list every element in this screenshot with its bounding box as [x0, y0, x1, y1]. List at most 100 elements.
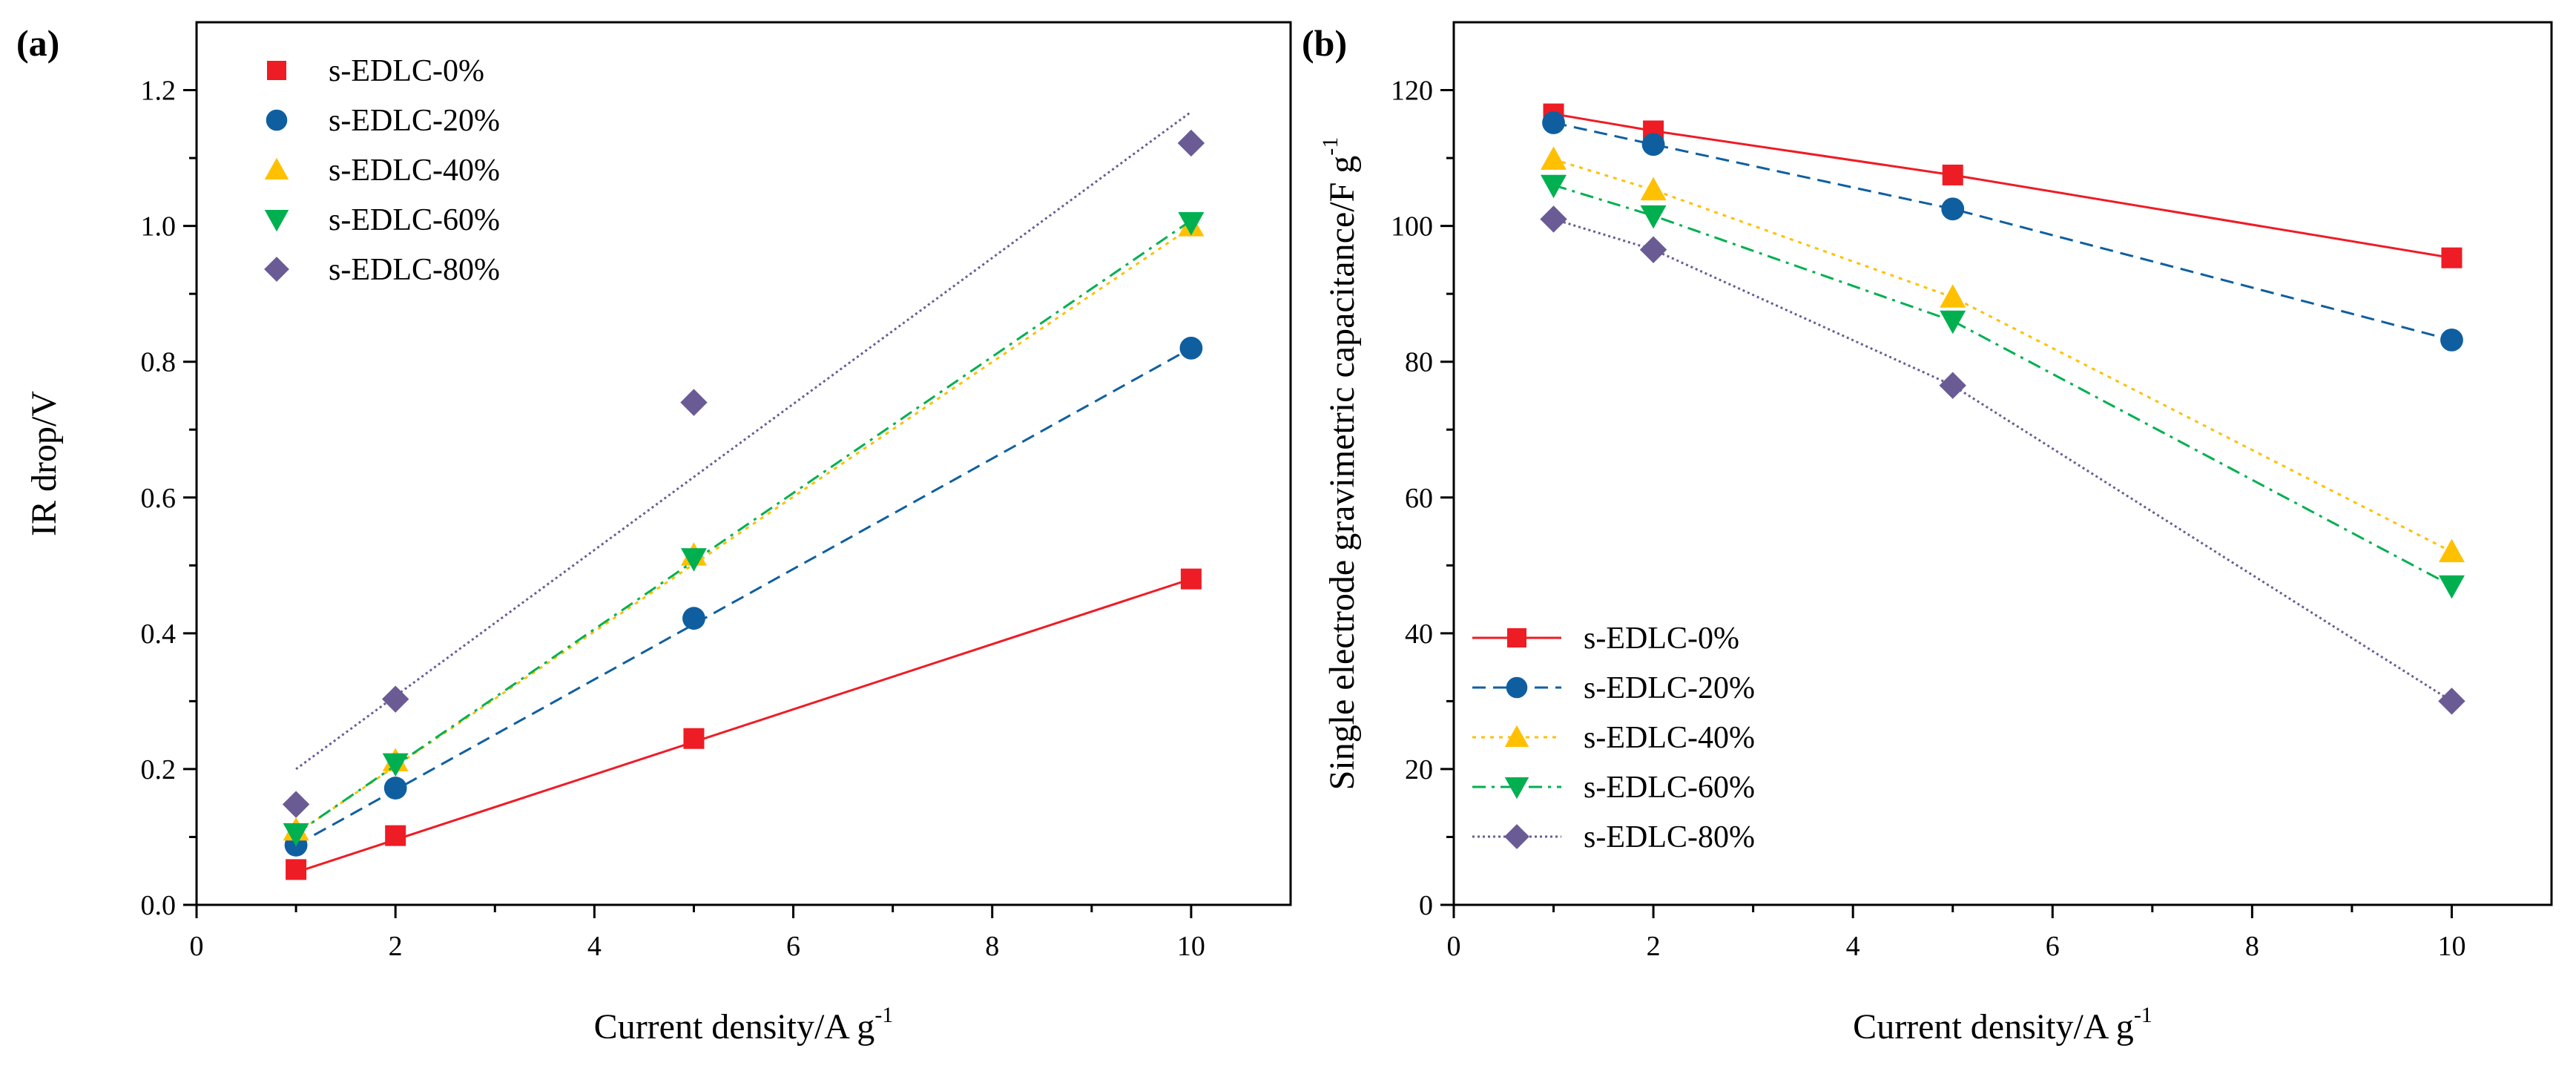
series-s-EDLC-80%	[1540, 205, 2465, 715]
x-tick-label: 0	[190, 931, 204, 962]
series-line	[1553, 122, 2452, 341]
data-point	[1542, 111, 1565, 134]
data-point	[382, 753, 409, 777]
data-point	[680, 548, 707, 572]
x-tick-label: 4	[587, 931, 602, 962]
legend-marker	[1504, 725, 1529, 747]
x-tick-label: 2	[389, 931, 403, 962]
data-point	[1940, 284, 1966, 308]
data-point	[282, 791, 310, 818]
series-line	[295, 220, 1192, 835]
legend-marker	[266, 109, 288, 131]
x-tick-label: 4	[1846, 931, 1860, 962]
legend-label: s-EDLC-80%	[329, 253, 500, 287]
legend-marker	[264, 257, 289, 282]
plot-frame	[195, 21, 1292, 906]
legend-label: s-EDLC-40%	[329, 154, 500, 188]
series-line	[1553, 113, 2452, 260]
legend-label: s-EDLC-60%	[329, 203, 500, 237]
series-s-EDLC-0%	[1543, 103, 2463, 268]
legend-label: s-EDLC-20%	[1584, 671, 1755, 705]
x-tick-label: 8	[985, 931, 999, 962]
panel-label: (b)	[1302, 22, 1347, 64]
x-axis-title-superscript: -1	[2134, 1003, 2152, 1027]
series-s-EDLC-20%	[284, 336, 1203, 857]
data-point	[2438, 688, 2465, 715]
data-point	[1640, 205, 1667, 229]
legend-marker	[1506, 676, 1528, 699]
series-s-EDLC-60%	[283, 212, 1205, 847]
series-line	[295, 111, 1192, 771]
legend: s-EDLC-0% s-EDLC-20% s-EDLC-40% s-EDLC-60% s…	[1472, 622, 1755, 854]
legend-marker	[1507, 628, 1526, 647]
data-point	[283, 823, 309, 847]
x-tick-label: 8	[2245, 931, 2259, 962]
y-tick-label: 0.6	[141, 483, 177, 514]
data-point	[1641, 133, 1665, 156]
data-point	[2438, 538, 2465, 562]
x-tick-label: 0	[1447, 931, 1461, 962]
legend-label: s-EDLC-0%	[1584, 622, 1739, 656]
y-tick-label: 1.0	[141, 211, 177, 243]
legend-marker	[264, 210, 289, 232]
legend: s-EDLC-0% s-EDLC-20% s-EDLC-40% s-EDLC-60% s…	[264, 54, 500, 287]
data-point	[1942, 164, 1963, 185]
data-point	[381, 685, 409, 713]
data-point	[2440, 329, 2463, 352]
y-tick-label: 1.2	[141, 76, 177, 107]
series-line	[1553, 218, 2453, 702]
y-tick-label: 0.8	[141, 347, 177, 378]
data-point	[1639, 236, 1667, 263]
data-point	[1540, 205, 1567, 233]
data-point	[385, 825, 406, 846]
y-axis-title: IR drop/V	[24, 391, 64, 536]
legend-marker	[267, 61, 286, 80]
data-point	[1541, 146, 1567, 170]
data-point	[2438, 575, 2465, 599]
legend-marker	[1504, 824, 1529, 849]
data-point	[1178, 212, 1205, 236]
x-tick-label: 10	[1177, 931, 1205, 962]
y-tick-label: 80	[1405, 347, 1433, 378]
series-line	[295, 347, 1192, 846]
series-s-EDLC-60%	[1541, 174, 2465, 599]
data-point	[1541, 174, 1567, 199]
y-tick-label: 120	[1391, 76, 1433, 107]
data-point	[1941, 197, 1965, 221]
y-tick-label: 0.2	[141, 754, 177, 785]
series-line	[1553, 158, 2453, 553]
y-tick-label: 60	[1405, 483, 1433, 514]
x-axis-title: Current density/A g-1	[1853, 1003, 2152, 1047]
y-axis-title-superscript: -1	[1318, 137, 1343, 156]
y-tick-label: 40	[1405, 619, 1433, 650]
x-tick-label: 6	[2046, 931, 2060, 962]
plot-frame	[1452, 21, 2553, 906]
legend-label: s-EDLC-60%	[1584, 771, 1755, 805]
x-tick-label: 10	[2437, 931, 2465, 962]
data-point	[1177, 129, 1205, 157]
data-point	[2441, 247, 2463, 268]
data-point	[1640, 177, 1667, 201]
x-axis-title-superscript: -1	[874, 1003, 893, 1027]
legend-marker	[1504, 777, 1529, 800]
data-point	[682, 607, 705, 630]
legend-label: s-EDLC-0%	[329, 54, 484, 88]
y-tick-label: 20	[1405, 754, 1433, 785]
x-tick-label: 2	[1647, 931, 1661, 962]
data-point	[383, 777, 407, 800]
series-s-EDLC-20%	[1542, 111, 2463, 352]
data-point	[683, 728, 705, 749]
series-line	[295, 578, 1192, 874]
data-point	[1180, 568, 1202, 590]
data-point	[286, 859, 307, 880]
series-s-EDLC-0%	[286, 568, 1202, 880]
x-tick-label: 6	[786, 931, 800, 962]
panel-label: (a)	[16, 22, 59, 64]
legend-label: s-EDLC-80%	[1584, 820, 1755, 854]
y-axis-title: Single electrode gravimetric capacitance…	[1318, 137, 1362, 791]
data-point	[1179, 336, 1203, 360]
y-tick-label: 0.0	[141, 890, 177, 921]
x-axis-title: Current density/A g-1	[594, 1003, 894, 1047]
